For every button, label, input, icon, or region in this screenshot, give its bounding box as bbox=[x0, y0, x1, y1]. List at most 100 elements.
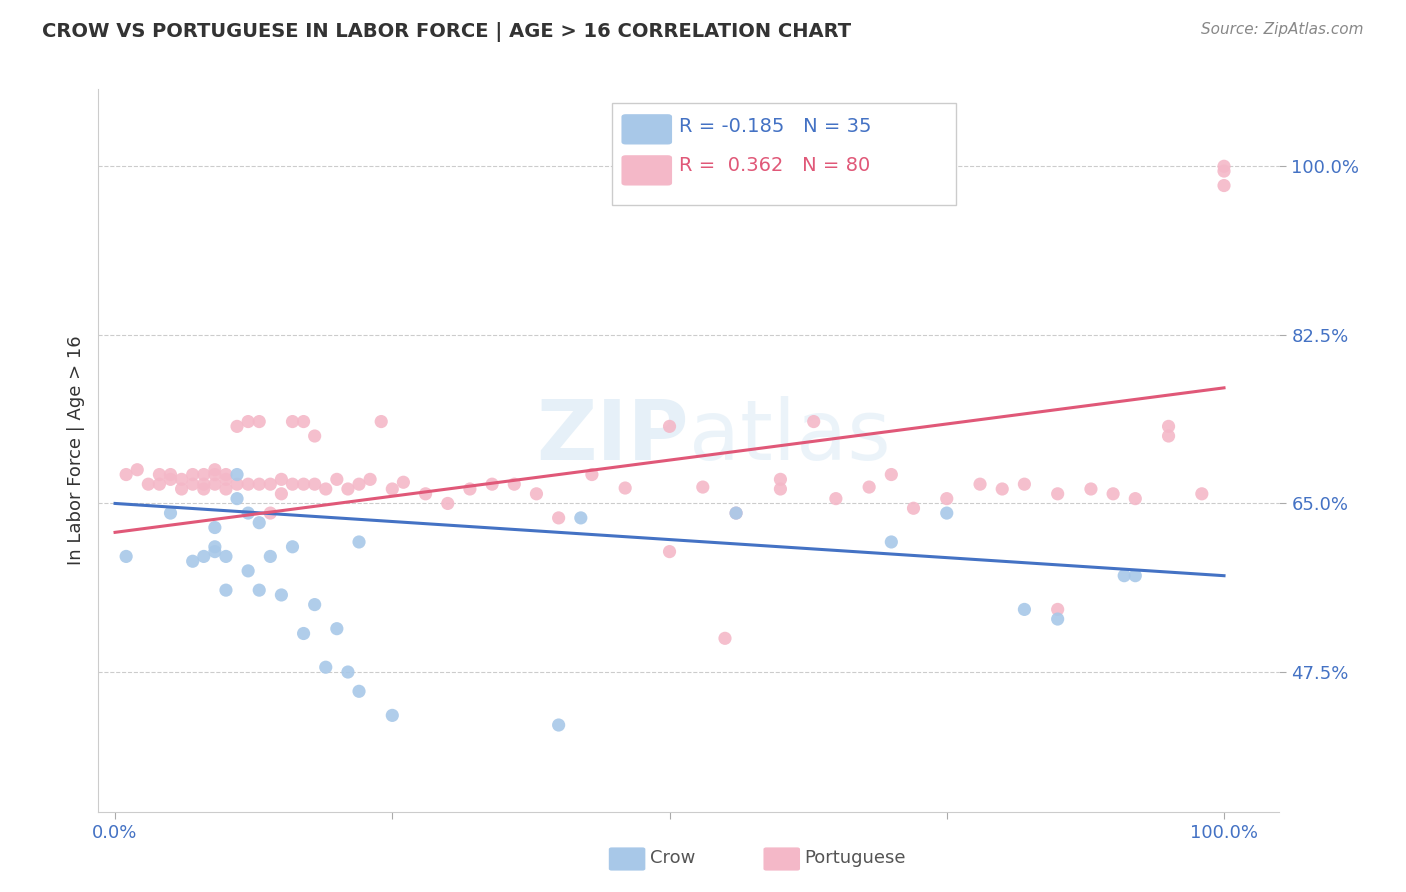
Point bbox=[1191, 487, 1213, 501]
Point bbox=[1080, 482, 1102, 496]
Point bbox=[347, 684, 370, 698]
Point bbox=[136, 477, 159, 491]
Point bbox=[1046, 602, 1069, 616]
Point bbox=[503, 477, 526, 491]
Point bbox=[270, 487, 292, 501]
Point bbox=[336, 665, 359, 679]
Point bbox=[148, 467, 170, 482]
Text: atlas: atlas bbox=[689, 395, 890, 476]
Point bbox=[270, 472, 292, 486]
Point bbox=[714, 632, 737, 646]
Text: R = -0.185   N = 35: R = -0.185 N = 35 bbox=[679, 117, 872, 136]
Point bbox=[181, 554, 204, 568]
Point bbox=[336, 482, 359, 496]
Text: R =  0.362   N = 80: R = 0.362 N = 80 bbox=[679, 156, 870, 175]
Point bbox=[903, 501, 925, 516]
Point bbox=[769, 482, 792, 496]
Point bbox=[215, 549, 238, 564]
Point bbox=[281, 477, 304, 491]
Point bbox=[236, 564, 259, 578]
Point bbox=[880, 467, 903, 482]
Point bbox=[170, 482, 193, 496]
Point bbox=[725, 506, 748, 520]
Point bbox=[415, 487, 437, 501]
Point bbox=[326, 622, 349, 636]
Point bbox=[969, 477, 991, 491]
Text: Crow: Crow bbox=[650, 849, 695, 867]
Point bbox=[991, 482, 1014, 496]
Point bbox=[226, 419, 249, 434]
Point bbox=[204, 520, 226, 534]
Point bbox=[127, 463, 149, 477]
Point bbox=[1123, 568, 1146, 582]
Point bbox=[193, 482, 215, 496]
Point bbox=[569, 511, 592, 525]
Point bbox=[159, 472, 181, 486]
Point bbox=[304, 429, 326, 443]
Point bbox=[181, 477, 204, 491]
Point bbox=[547, 511, 569, 525]
Point bbox=[226, 477, 249, 491]
Point bbox=[236, 477, 259, 491]
Point bbox=[204, 540, 226, 554]
Point bbox=[204, 544, 226, 558]
Point bbox=[215, 472, 238, 486]
Point bbox=[304, 598, 326, 612]
Text: CROW VS PORTUGUESE IN LABOR FORCE | AGE > 16 CORRELATION CHART: CROW VS PORTUGUESE IN LABOR FORCE | AGE … bbox=[42, 22, 851, 42]
Point bbox=[769, 472, 792, 486]
Point bbox=[236, 415, 259, 429]
Point bbox=[204, 467, 226, 482]
Point bbox=[247, 477, 270, 491]
Point bbox=[215, 482, 238, 496]
Point bbox=[193, 477, 215, 491]
Point bbox=[935, 491, 957, 506]
Point bbox=[692, 480, 714, 494]
Point bbox=[259, 506, 281, 520]
Point bbox=[381, 708, 404, 723]
Point bbox=[115, 467, 138, 482]
Point bbox=[148, 477, 170, 491]
Point bbox=[259, 549, 281, 564]
Point bbox=[281, 415, 304, 429]
Point bbox=[326, 472, 349, 486]
Point bbox=[226, 491, 249, 506]
Point bbox=[247, 415, 270, 429]
Point bbox=[292, 415, 315, 429]
Point bbox=[193, 467, 215, 482]
Point bbox=[359, 472, 381, 486]
Point bbox=[247, 583, 270, 598]
Point bbox=[370, 415, 392, 429]
Text: Portuguese: Portuguese bbox=[804, 849, 905, 867]
Point bbox=[658, 419, 681, 434]
Point bbox=[159, 467, 181, 482]
Point bbox=[1014, 602, 1036, 616]
Point bbox=[281, 540, 304, 554]
Point bbox=[315, 482, 337, 496]
Point bbox=[204, 463, 226, 477]
Y-axis label: In Labor Force | Age > 16: In Labor Force | Age > 16 bbox=[66, 335, 84, 566]
Point bbox=[1014, 477, 1036, 491]
Point bbox=[292, 477, 315, 491]
Point bbox=[458, 482, 481, 496]
Point bbox=[347, 477, 370, 491]
Point bbox=[725, 506, 748, 520]
Point bbox=[215, 583, 238, 598]
Point bbox=[259, 477, 281, 491]
Point bbox=[226, 467, 249, 482]
Point bbox=[115, 549, 138, 564]
Point bbox=[1123, 491, 1146, 506]
Point bbox=[170, 472, 193, 486]
Point bbox=[858, 480, 880, 494]
Point bbox=[1102, 487, 1125, 501]
Point bbox=[1157, 429, 1180, 443]
Point bbox=[381, 482, 404, 496]
Point bbox=[1046, 487, 1069, 501]
Point bbox=[215, 467, 238, 482]
Point bbox=[1157, 419, 1180, 434]
Point bbox=[193, 549, 215, 564]
Point bbox=[204, 477, 226, 491]
Point bbox=[181, 467, 204, 482]
Point bbox=[526, 487, 548, 501]
Point bbox=[1213, 178, 1236, 193]
Point bbox=[304, 477, 326, 491]
